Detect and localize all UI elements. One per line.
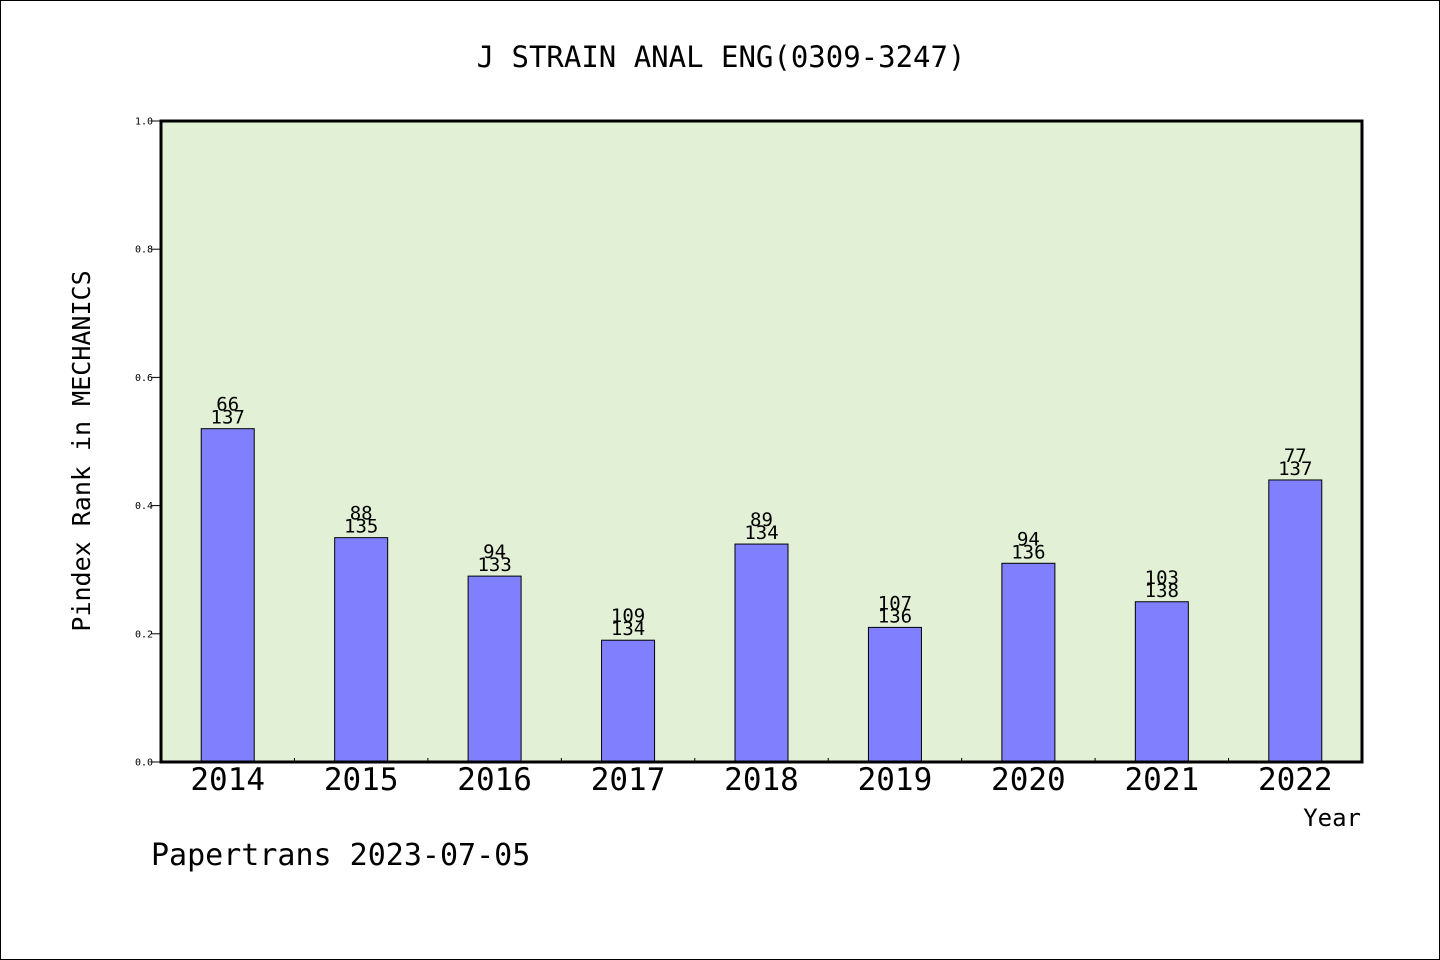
bar-2021	[1134, 601, 1189, 763]
bar-2019	[867, 626, 922, 763]
y-axis-label: Pindex Rank in MECHANICS	[67, 270, 96, 631]
x-tick-label: 2014	[190, 762, 265, 798]
y-tick-label: 0.6	[135, 373, 153, 384]
rank-label: 109	[611, 605, 645, 627]
total-label: 136	[1011, 541, 1045, 563]
bar-2015	[334, 537, 389, 763]
x-tick-label: 2020	[991, 762, 1066, 798]
x-tick-label: 2015	[324, 762, 399, 798]
x-tick-label: 2021	[1125, 762, 1200, 798]
rank-label: 77	[1284, 445, 1307, 467]
rank-label: 107	[878, 592, 912, 614]
x-axis: 2014 2015 2016 2017 2018 2019 2020 2021 2022	[190, 758, 1333, 798]
rank-label: 103	[1145, 567, 1179, 589]
bar-2017	[601, 639, 656, 763]
y-axis: 0.0 0.2 0.4 0.6 0.8 1.0	[135, 117, 161, 769]
x-tick-label: 2016	[457, 762, 532, 798]
total-label: 137	[1278, 458, 1312, 480]
x-tick-label: 2018	[724, 762, 799, 798]
total-label: 134	[744, 522, 778, 544]
total-label: 134	[611, 618, 645, 640]
chart-title: J STRAIN ANAL ENG(0309-3247)	[477, 40, 966, 74]
y-tick-label: 1.0	[135, 117, 153, 128]
rank-label: 94	[1017, 528, 1040, 550]
y-tick-label: 0.4	[135, 501, 153, 512]
bar-2018	[734, 543, 789, 763]
rank-label: 88	[350, 503, 373, 525]
footer-text: Papertrans 2023-07-05	[151, 838, 530, 873]
total-label: 138	[1145, 580, 1179, 602]
y-tick-label: 0.8	[135, 245, 153, 256]
x-axis-label: Year	[1303, 804, 1361, 832]
total-label: 136	[878, 605, 912, 627]
x-tick-label: 2019	[858, 762, 933, 798]
x-tick-label: 2017	[591, 762, 666, 798]
bars	[200, 428, 1323, 763]
total-label: 135	[344, 516, 378, 538]
bar-2022	[1268, 479, 1323, 763]
rank-label: 89	[750, 509, 773, 531]
bar-2020	[1001, 562, 1056, 763]
x-tick-label: 2022	[1258, 762, 1333, 798]
y-tick-label: 0.0	[135, 758, 153, 769]
data-labels: 6613788135941331091348913410713694136103…	[211, 394, 1313, 641]
rank-label: 94	[483, 541, 506, 563]
total-label: 137	[211, 407, 245, 429]
rank-label: 66	[216, 394, 239, 416]
y-tick-label: 0.2	[135, 629, 153, 640]
bar-2014	[200, 428, 255, 763]
plot-border	[159, 119, 1364, 764]
bar-2016	[467, 575, 522, 763]
total-label: 133	[477, 554, 511, 576]
